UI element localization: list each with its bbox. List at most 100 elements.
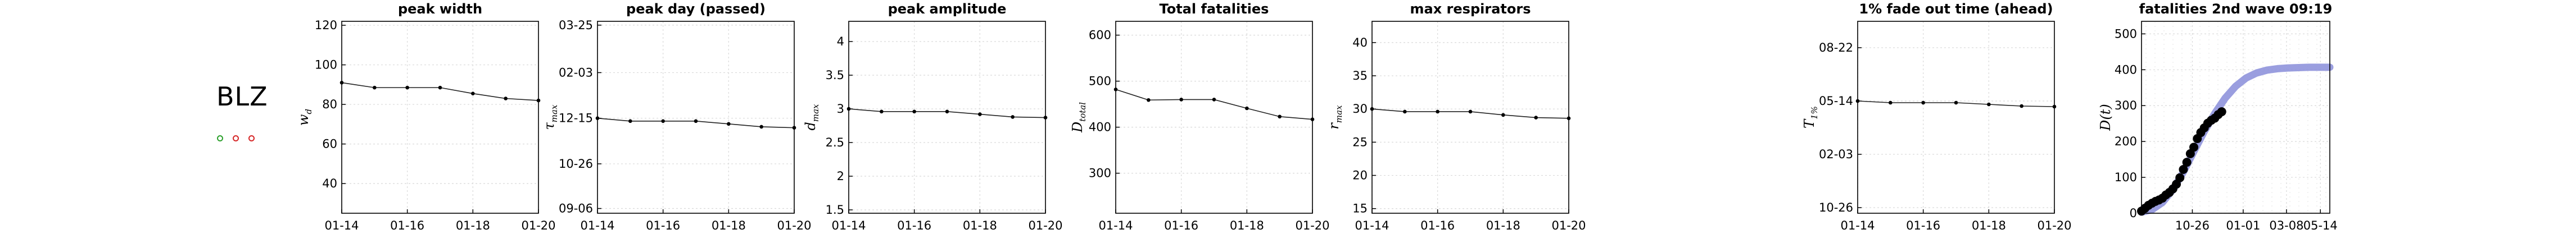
- chart-title: fatalities 2nd wave 09:19: [2139, 1, 2333, 17]
- y-tick-label: 35: [1352, 69, 1368, 82]
- data-point: [661, 119, 665, 123]
- x-tick-label: 01-20: [1295, 219, 1329, 232]
- y-tick-label: 02-03: [559, 66, 593, 79]
- data-point: [1212, 98, 1216, 102]
- y-tick-label: 09-06: [559, 202, 593, 215]
- y-tick-label: 03-25: [559, 19, 593, 32]
- data-point: [912, 109, 916, 114]
- data-point: [504, 97, 508, 100]
- y-tick-label: 500: [2115, 27, 2137, 40]
- y-tick-label: 20: [1352, 169, 1368, 182]
- y-tick-label: 02-03: [1819, 148, 1853, 161]
- chart-title: peak amplitude: [888, 1, 1007, 17]
- plot-frame: [341, 21, 539, 214]
- x-tick-label: 01-14: [1355, 219, 1389, 232]
- chart-2: peak day (passed) 09-06 10-26 12-15 02-03 03-…: [541, 1, 812, 232]
- y-tick-label: 1.5: [826, 203, 844, 217]
- chart-1: peak width 40 60 80 100 120 01-14 01-16 01-18 01-…: [296, 1, 556, 232]
- y-tick-label: 400: [1089, 121, 1111, 134]
- data-point: [1147, 98, 1151, 102]
- plot-frame: [1371, 21, 1569, 214]
- x-tick-label: 01-18: [1486, 219, 1520, 232]
- x-tick-label: 01-20: [777, 219, 811, 232]
- status-dot-1: [217, 135, 223, 141]
- data-point: [727, 122, 731, 126]
- chart-title: max respirators: [1410, 1, 1531, 17]
- chart-6: 1% fade out time (ahead) 10-26 02-03 05-14 0…: [1801, 0, 2072, 232]
- y-tick-label: 4: [837, 35, 844, 48]
- y-tick-label: 05-14: [1819, 94, 1853, 108]
- data-point: [1534, 116, 1538, 120]
- y-tick-label: 100: [2115, 171, 2137, 184]
- plot-frame: [597, 21, 795, 214]
- y-axis-label-sub: total: [1078, 102, 1088, 122]
- data-point: [1179, 98, 1183, 102]
- observed-point: [2189, 143, 2199, 152]
- y-axis-label: D(t): [2098, 104, 2113, 131]
- x-tick-label: 01-20: [1028, 219, 1062, 232]
- y-axis-label: rmax: [1326, 105, 1344, 130]
- y-tick-label: 200: [2115, 135, 2137, 148]
- x-tick-label: 01-18: [456, 219, 490, 232]
- series-line: [1115, 89, 1313, 120]
- chart-title: peak day (passed): [626, 1, 766, 17]
- x-tick-label: 01-18: [712, 219, 746, 232]
- data-point: [438, 85, 442, 90]
- observed-point: [2179, 165, 2188, 175]
- plot-frame: [848, 21, 1046, 214]
- x-tick-label: 01-14: [324, 219, 359, 232]
- x-tick-label: 05-14: [2303, 219, 2338, 232]
- data-point: [1468, 109, 1473, 114]
- data-point: [694, 119, 698, 123]
- y-axis-label-main: w: [296, 114, 311, 126]
- y-tick-label: 40: [1352, 36, 1368, 49]
- y-tick-label: 400: [2115, 63, 2137, 76]
- y-tick-label: 2: [837, 169, 844, 183]
- x-tick-label: 01-16: [1164, 219, 1198, 232]
- y-axis-label: wd: [296, 109, 314, 126]
- y-axis-label-sub: max: [1334, 105, 1344, 123]
- x-tick-label: 03-08: [2269, 219, 2303, 232]
- y-tick-label: 0: [2130, 207, 2137, 220]
- data-point: [759, 125, 763, 129]
- x-tick-label: 01-16: [1906, 219, 1940, 232]
- y-tick-label: 500: [1089, 75, 1111, 88]
- x-tick-label: 01-16: [1420, 219, 1455, 232]
- data-point: [1501, 113, 1505, 117]
- chart-title: 1% fade out time (ahead): [1859, 1, 2053, 17]
- chart-4: Total fatalities 300 400 500 600 01-14 01-16 01…: [1070, 1, 1330, 232]
- observed-point: [2217, 107, 2226, 117]
- x-tick-label: 01-18: [1230, 219, 1264, 232]
- y-tick-label: 60: [322, 137, 337, 151]
- data-point: [628, 119, 632, 123]
- status-dot-2: [233, 135, 239, 141]
- y-tick-label: 30: [1352, 102, 1368, 116]
- x-tick-label: 01-01: [2226, 219, 2260, 232]
- y-axis-label: τmax: [541, 104, 559, 130]
- data-point: [1278, 114, 1282, 119]
- x-tick-label: 01-20: [1551, 219, 1586, 232]
- data-point: [978, 112, 982, 116]
- x-tick-label: 01-14: [1840, 219, 1875, 232]
- plot-frame: [2141, 21, 2330, 214]
- y-axis-label-main: τ: [541, 122, 557, 130]
- y-axis-label-sub: d: [304, 109, 314, 114]
- y-tick-label: 10-26: [1819, 201, 1853, 214]
- y-tick-label: 08-22: [1819, 41, 1853, 54]
- series-line: [341, 82, 539, 101]
- x-tick-label: 01-20: [521, 219, 555, 232]
- y-tick-label: 300: [2115, 99, 2137, 112]
- y-axis-label-main: D(t): [2098, 104, 2113, 131]
- y-tick-label: 80: [322, 98, 337, 111]
- chart-title: Total fatalities: [1160, 1, 1269, 17]
- data-point: [880, 109, 884, 114]
- chart-3: peak amplitude 1.5 2 2.5 3 3.5 4 01-14 01-16 01-1…: [803, 1, 1063, 232]
- y-tick-label: 120: [315, 19, 337, 32]
- x-tick-label: 01-20: [2037, 219, 2071, 232]
- y-tick-label: 3.5: [826, 68, 844, 82]
- y-axis-label: Dtotal: [1070, 102, 1088, 133]
- chart-title: peak width: [398, 1, 482, 17]
- y-tick-label: 300: [1089, 167, 1111, 180]
- data-point: [1436, 109, 1439, 114]
- status-dot-3: [248, 135, 255, 141]
